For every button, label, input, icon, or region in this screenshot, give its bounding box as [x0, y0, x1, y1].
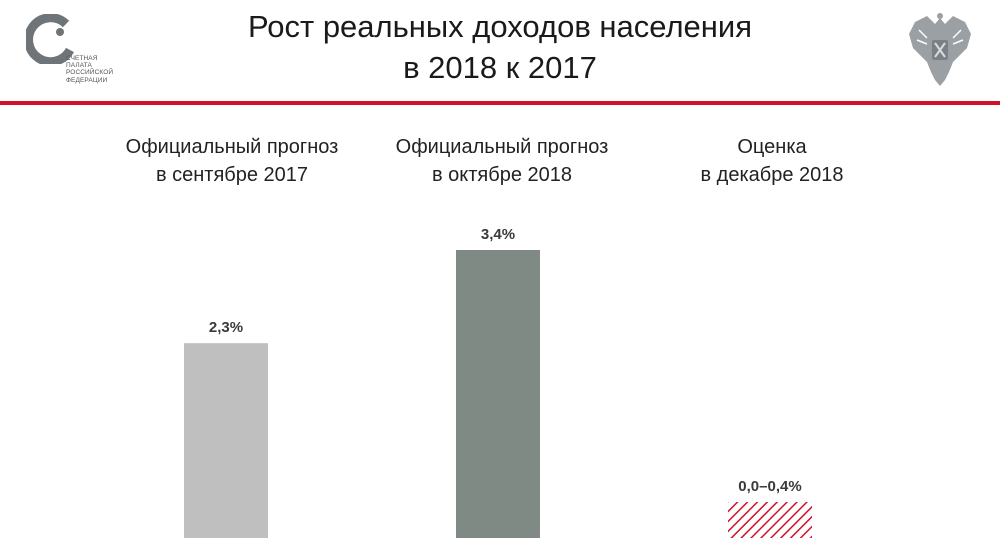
category-label-3: Оценка в декабре 2018 [632, 133, 912, 189]
logo-text: СЧЕТНАЯ ПАЛАТА РОССИЙСКОЙ ФЕДЕРАЦИИ [66, 55, 138, 84]
data-label-2: 3,4% [481, 226, 515, 243]
double-headed-eagle-emblem-icon [905, 10, 975, 92]
logo-text-line: СЧЕТНАЯ [66, 55, 98, 62]
logo-ring-icon [26, 14, 74, 64]
page-title: Рост реальных доходов населения в 2018 к… [150, 6, 850, 88]
category-label-line: Официальный прогноз [125, 136, 339, 158]
data-label-3: 0,0–0,4% [738, 478, 801, 495]
accounts-chamber-logo: СЧЕТНАЯ ПАЛАТА РОССИЙСКОЙ ФЕДЕРАЦИИ [26, 14, 136, 90]
category-label-line: в декабре 2018 [700, 164, 844, 186]
title-line-1: Рост реальных доходов населения [247, 9, 753, 44]
logo-text-line: ПАЛАТА [66, 62, 92, 70]
category-label-line: в сентябре 2017 [155, 164, 309, 186]
category-label-1: Официальный прогноз в сентябре 2017 [92, 133, 372, 189]
bar-chart: Официальный прогноз в сентябре 2017 Офиц… [0, 110, 1000, 554]
title-line-2: в 2018 к 2017 [403, 50, 597, 85]
category-label-2: Официальный прогноз в октябре 2018 [362, 133, 642, 189]
bar-3 [728, 502, 812, 538]
category-label-line: в октябре 2018 [431, 164, 573, 186]
data-label-1: 2,3% [209, 319, 243, 336]
logo-text-line: ФЕДЕРАЦИИ [66, 76, 108, 84]
bar-1 [184, 343, 268, 538]
logo-text-line: РОССИЙСКОЙ [66, 69, 114, 77]
header-divider [0, 101, 1000, 105]
slide-header: СЧЕТНАЯ ПАЛАТА РОССИЙСКОЙ ФЕДЕРАЦИИ Рост… [0, 0, 1000, 102]
bar-2 [456, 250, 540, 538]
category-label-line: Оценка [737, 136, 807, 158]
category-label-line: Официальный прогноз [395, 136, 609, 158]
chart-plot-area: 2,3% 3,4% 0,0–0,4% [184, 226, 812, 538]
